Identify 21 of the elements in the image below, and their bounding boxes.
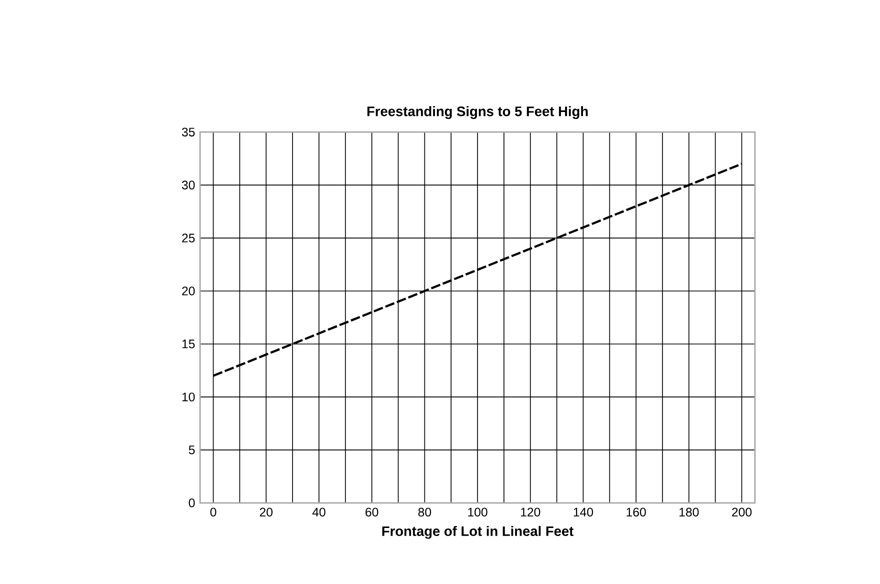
chart-title: Freestanding Signs to 5 Feet High	[367, 106, 588, 120]
x-tick-label: 80	[418, 508, 432, 517]
x-tick-label: 120	[520, 508, 540, 517]
x-tick-label: 180	[680, 508, 699, 517]
x-axis-title: Frontage of Lot in Lineal Feet	[382, 526, 574, 539]
x-tick-label: 160	[626, 508, 646, 517]
x-tick-label: 40	[312, 508, 326, 517]
y-tick-label: 20	[182, 286, 195, 296]
x-tick-label: 20	[260, 508, 273, 517]
y-tick-label: 35	[182, 128, 195, 137]
x-tick-label: 200	[732, 508, 752, 517]
y-tick-label: 0	[188, 498, 195, 508]
y-tick-label: 5	[188, 446, 195, 454]
x-tick-label: 60	[366, 508, 378, 517]
y-tick-label: 10	[182, 392, 195, 402]
y-tick-label: 30	[182, 180, 195, 190]
x-tick-label: 140	[574, 508, 594, 517]
x-tick-label: 0	[210, 508, 216, 517]
y-tick-label: 25	[182, 234, 195, 243]
x-tick-label: 100	[468, 508, 488, 517]
y-tick-label: 15	[182, 340, 195, 348]
